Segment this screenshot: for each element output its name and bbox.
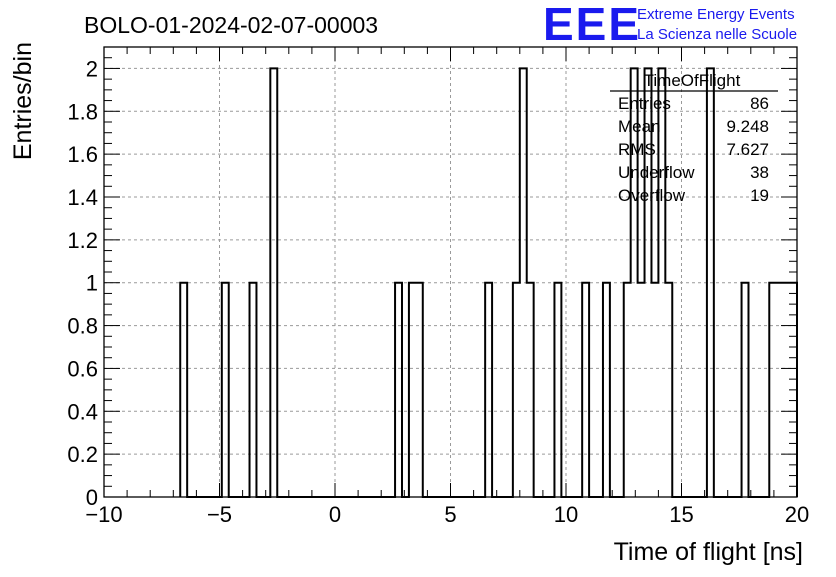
histogram-bin <box>582 283 589 497</box>
histogram-bin <box>742 283 749 497</box>
histogram-bin <box>513 283 520 497</box>
stats-value: 19 <box>750 186 769 205</box>
y-tick-label: 0 <box>86 485 98 510</box>
tick-labels: −10 −5 0 5 10 15 20 0 0.2 0.4 0.6 0.8 1 1.2 1.4 1.6 1.8 2 <box>67 56 809 527</box>
x-tick-label: 20 <box>785 502 809 527</box>
logo-line-1: Extreme Energy Events <box>637 6 795 23</box>
stats-label: RMS <box>618 140 656 159</box>
x-tick-label: −5 <box>207 502 232 527</box>
histogram-bin <box>554 283 561 497</box>
y-tick-label: 0.2 <box>67 442 98 467</box>
axis-ticks <box>103 46 798 498</box>
histogram-bin <box>250 283 257 497</box>
y-tick-label: 2 <box>86 56 98 81</box>
x-tick-label: 15 <box>669 502 693 527</box>
histogram-bin <box>707 68 714 497</box>
histogram-bin <box>180 283 187 497</box>
stats-rows: Entries 86 Mean 9.248 RMS 7.627 Underflow 38 Ove… <box>618 94 769 205</box>
histogram-bin <box>222 283 229 497</box>
y-tick-label: 1.2 <box>67 228 98 253</box>
x-tick-label: −10 <box>85 502 122 527</box>
histogram-bin <box>624 283 631 497</box>
y-tick-label: 0.6 <box>67 356 98 381</box>
y-tick-label: 0.8 <box>67 314 98 339</box>
x-tick-label: 0 <box>329 502 341 527</box>
histogram-bin <box>485 283 492 497</box>
histogram-bin <box>665 283 672 497</box>
stats-label: Overflow <box>618 186 686 205</box>
histogram-outline <box>179 67 798 498</box>
y-tick-label: 1 <box>86 271 98 296</box>
eee-logo: EEE <box>543 0 641 50</box>
histogram-bin <box>603 283 610 497</box>
stats-label: Mean <box>618 117 661 136</box>
histogram-bin <box>416 283 423 497</box>
logo-line-2: La Scienza nelle Scuole <box>637 26 797 43</box>
stats-value: 86 <box>750 94 769 113</box>
stats-value: 7.627 <box>726 140 769 159</box>
histogram-bin <box>769 283 776 497</box>
histogram-bins <box>179 67 798 498</box>
histogram-bin <box>527 283 534 497</box>
stats-label: Underflow <box>618 163 695 182</box>
histogram-bin <box>395 283 402 497</box>
stats-box: TimeOfFlight Entries 86 Mean 9.248 RMS 7.627 U… <box>610 71 778 205</box>
y-tick-label: 1.8 <box>67 99 98 124</box>
histogram-bin <box>270 68 277 497</box>
grid-lines <box>104 47 797 497</box>
stats-title: TimeOfFlight <box>644 71 741 90</box>
x-tick-label: 5 <box>444 502 456 527</box>
chart-title: BOLO-01-2024-02-07-00003 <box>84 12 378 38</box>
y-tick-label: 1.4 <box>67 185 98 210</box>
stats-label: Entries <box>618 94 671 113</box>
stats-value: 38 <box>750 163 769 182</box>
histogram-bin <box>776 283 783 497</box>
histogram-bin <box>409 283 416 497</box>
x-tick-label: 10 <box>554 502 578 527</box>
histogram-bin <box>520 68 527 497</box>
histogram-bin <box>638 283 645 497</box>
x-axis-label: Time of flight [ns] <box>614 538 803 566</box>
stats-value: 9.248 <box>726 117 769 136</box>
y-tick-label: 1.6 <box>67 142 98 167</box>
y-tick-label: 0.4 <box>67 399 98 424</box>
y-axis-label: Entries/bin <box>9 42 37 160</box>
histogram-bin <box>651 283 658 497</box>
